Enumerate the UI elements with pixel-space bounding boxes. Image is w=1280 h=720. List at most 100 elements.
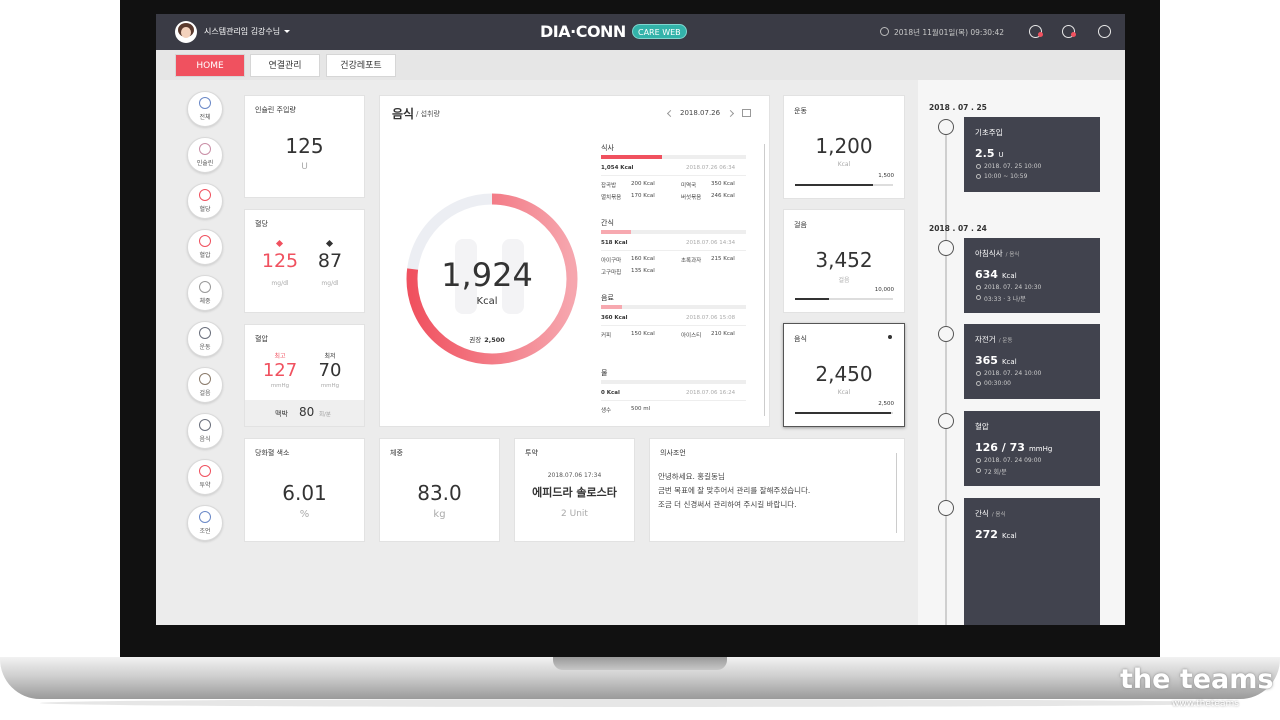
timeline-value-row: 272 Kcal: [975, 523, 1017, 542]
group-bar: [601, 305, 622, 309]
pulse-value: 80: [299, 405, 315, 419]
sidebar-icon: [199, 465, 211, 477]
timeline-date: 2018 . 07 . 25: [929, 103, 987, 112]
glucose-marker: [325, 239, 334, 248]
timeline-title-row: 간식 / 음식: [975, 508, 1006, 519]
detail-bullet: [976, 285, 981, 290]
tab[interactable]: 연결관리: [250, 54, 320, 77]
sidebar-icon: [199, 419, 211, 431]
item-name: 멸치볶음: [601, 195, 622, 201]
medication-dose: 2 Unit: [561, 509, 588, 519]
timeline-unit: Kcal: [1001, 532, 1017, 540]
item-kcal: 150 Kcal: [631, 331, 655, 337]
summary-card: 음식 2,450 Kcal 2,500: [783, 323, 905, 427]
power-icon[interactable]: [1098, 25, 1111, 38]
timeline-card: 아침식사 / 음식 634 Kcal 2018. 07. 24 10:30 03:33 ·…: [964, 238, 1100, 313]
watermark-url: www.theteams: [1172, 699, 1239, 709]
scrollbar: [896, 453, 897, 533]
sidebar-icon: [199, 511, 211, 523]
sidebar-label: 전체: [199, 114, 211, 121]
avatar[interactable]: [175, 21, 197, 43]
bp-value: 70: [318, 360, 342, 381]
timeline-title: 자전거: [975, 335, 996, 344]
tab[interactable]: 건강레포트: [326, 54, 396, 77]
notice-icon[interactable]: [1062, 25, 1076, 38]
logo: DIA·CONN: [540, 22, 626, 41]
group-kcal: 0 Kcal: [601, 390, 620, 396]
card-title: 운동: [794, 107, 807, 115]
sidebar-label: 운동: [199, 344, 211, 351]
laptop-shadow: [40, 699, 1240, 707]
group-name: 식사: [601, 144, 614, 152]
group-kcal: 518 Kcal: [601, 240, 628, 246]
group-kcal: 1,054 Kcal: [601, 165, 634, 171]
bp-label: 최고: [274, 353, 286, 360]
sidebar-button[interactable]: 혈압: [187, 229, 223, 265]
group-divider: [601, 250, 746, 251]
timeline-title: 아침식사: [975, 249, 1003, 258]
timeline-card: 간식 / 음식 272 Kcal: [964, 498, 1100, 625]
sidebar-button[interactable]: 전체: [187, 91, 223, 127]
weight-unit: kg: [433, 509, 446, 520]
group-bar-track: [601, 230, 746, 234]
timeline-tag: / 운동: [998, 338, 1013, 344]
card-title: 혈당: [255, 220, 268, 228]
item-name: 미역국: [681, 183, 697, 189]
advice-line: 안녕하세요. 홍길동님: [658, 472, 725, 481]
summary-value: 1,200: [815, 134, 873, 158]
timeline-tag: / 음식: [991, 512, 1006, 518]
sidebar-icon: [199, 327, 211, 339]
summary-value: 2,450: [815, 362, 873, 386]
next-arrow[interactable]: [726, 109, 735, 118]
timeline-value: 634: [975, 268, 998, 281]
timeline-detail: 2018. 07. 24 10:30: [984, 284, 1042, 291]
advice-line: 조금 더 신경써서 관리하여 주시길 바랍니다.: [658, 500, 797, 509]
timeline-title-row: 기초주입: [975, 127, 1003, 138]
sidebar-button[interactable]: 조언: [187, 505, 223, 541]
sidebar-button[interactable]: 음식: [187, 413, 223, 449]
progress-bar: [795, 412, 892, 414]
sidebar-button[interactable]: 투약: [187, 459, 223, 495]
group-name: 음료: [601, 294, 614, 302]
weight-value: 83.0: [417, 481, 462, 505]
summary-card: 운동 1,200 Kcal 1,500: [783, 95, 905, 199]
timeline-value: 126 / 73: [975, 441, 1025, 454]
sidebar-button[interactable]: 걸음: [187, 367, 223, 403]
glucose-unit: mg/dl: [271, 280, 289, 287]
sidebar-button[interactable]: 혈당: [187, 183, 223, 219]
insulin-value: 125: [285, 134, 324, 158]
sidebar-label: 인슐린: [196, 160, 214, 167]
item-name: 아이구마: [601, 258, 622, 264]
watermark-brand: the teams: [1120, 664, 1274, 695]
card-title: 인슐린 주입량: [255, 106, 296, 114]
bp-value: 127: [262, 360, 298, 381]
summary-card: 걸음 3,452 걸음 10,000: [783, 209, 905, 313]
glucose-unit: mg/dl: [321, 280, 339, 287]
alert-dot: [1038, 32, 1043, 37]
food-title: 음식: [392, 107, 415, 121]
goal-label: 권장: [469, 336, 482, 344]
user-name[interactable]: 시스템관리임 김강수님: [204, 27, 281, 36]
card-title: 투약: [525, 449, 538, 457]
item-kcal: 246 Kcal: [711, 193, 735, 199]
sidebar-button[interactable]: 인슐린: [187, 137, 223, 173]
goal-label: 1,500: [878, 173, 894, 179]
alarm-icon[interactable]: [1029, 25, 1043, 38]
timeline-value: 2.5: [975, 147, 995, 160]
prev-arrow[interactable]: [666, 109, 675, 118]
timeline-detail: 72 회/분: [984, 469, 1007, 476]
user-caret: [284, 30, 290, 33]
timeline-detail: 2018. 07. 24 09:00: [984, 457, 1042, 464]
tab[interactable]: HOME: [175, 54, 245, 77]
sidebar-button[interactable]: 운동: [187, 321, 223, 357]
sidebar-button[interactable]: 체중: [187, 275, 223, 311]
card-title: 당화혈 색소: [255, 449, 290, 457]
group-time: 2018.07.06 16:24: [686, 390, 736, 396]
card-title: 혈압: [255, 335, 268, 343]
calendar-icon[interactable]: [742, 109, 751, 117]
timeline-icon: [938, 413, 954, 429]
food-subtitle: / 섭취량: [416, 110, 440, 118]
glass-icon: [502, 239, 524, 314]
pulse-strip: 맥박 80 회/분: [245, 400, 364, 426]
